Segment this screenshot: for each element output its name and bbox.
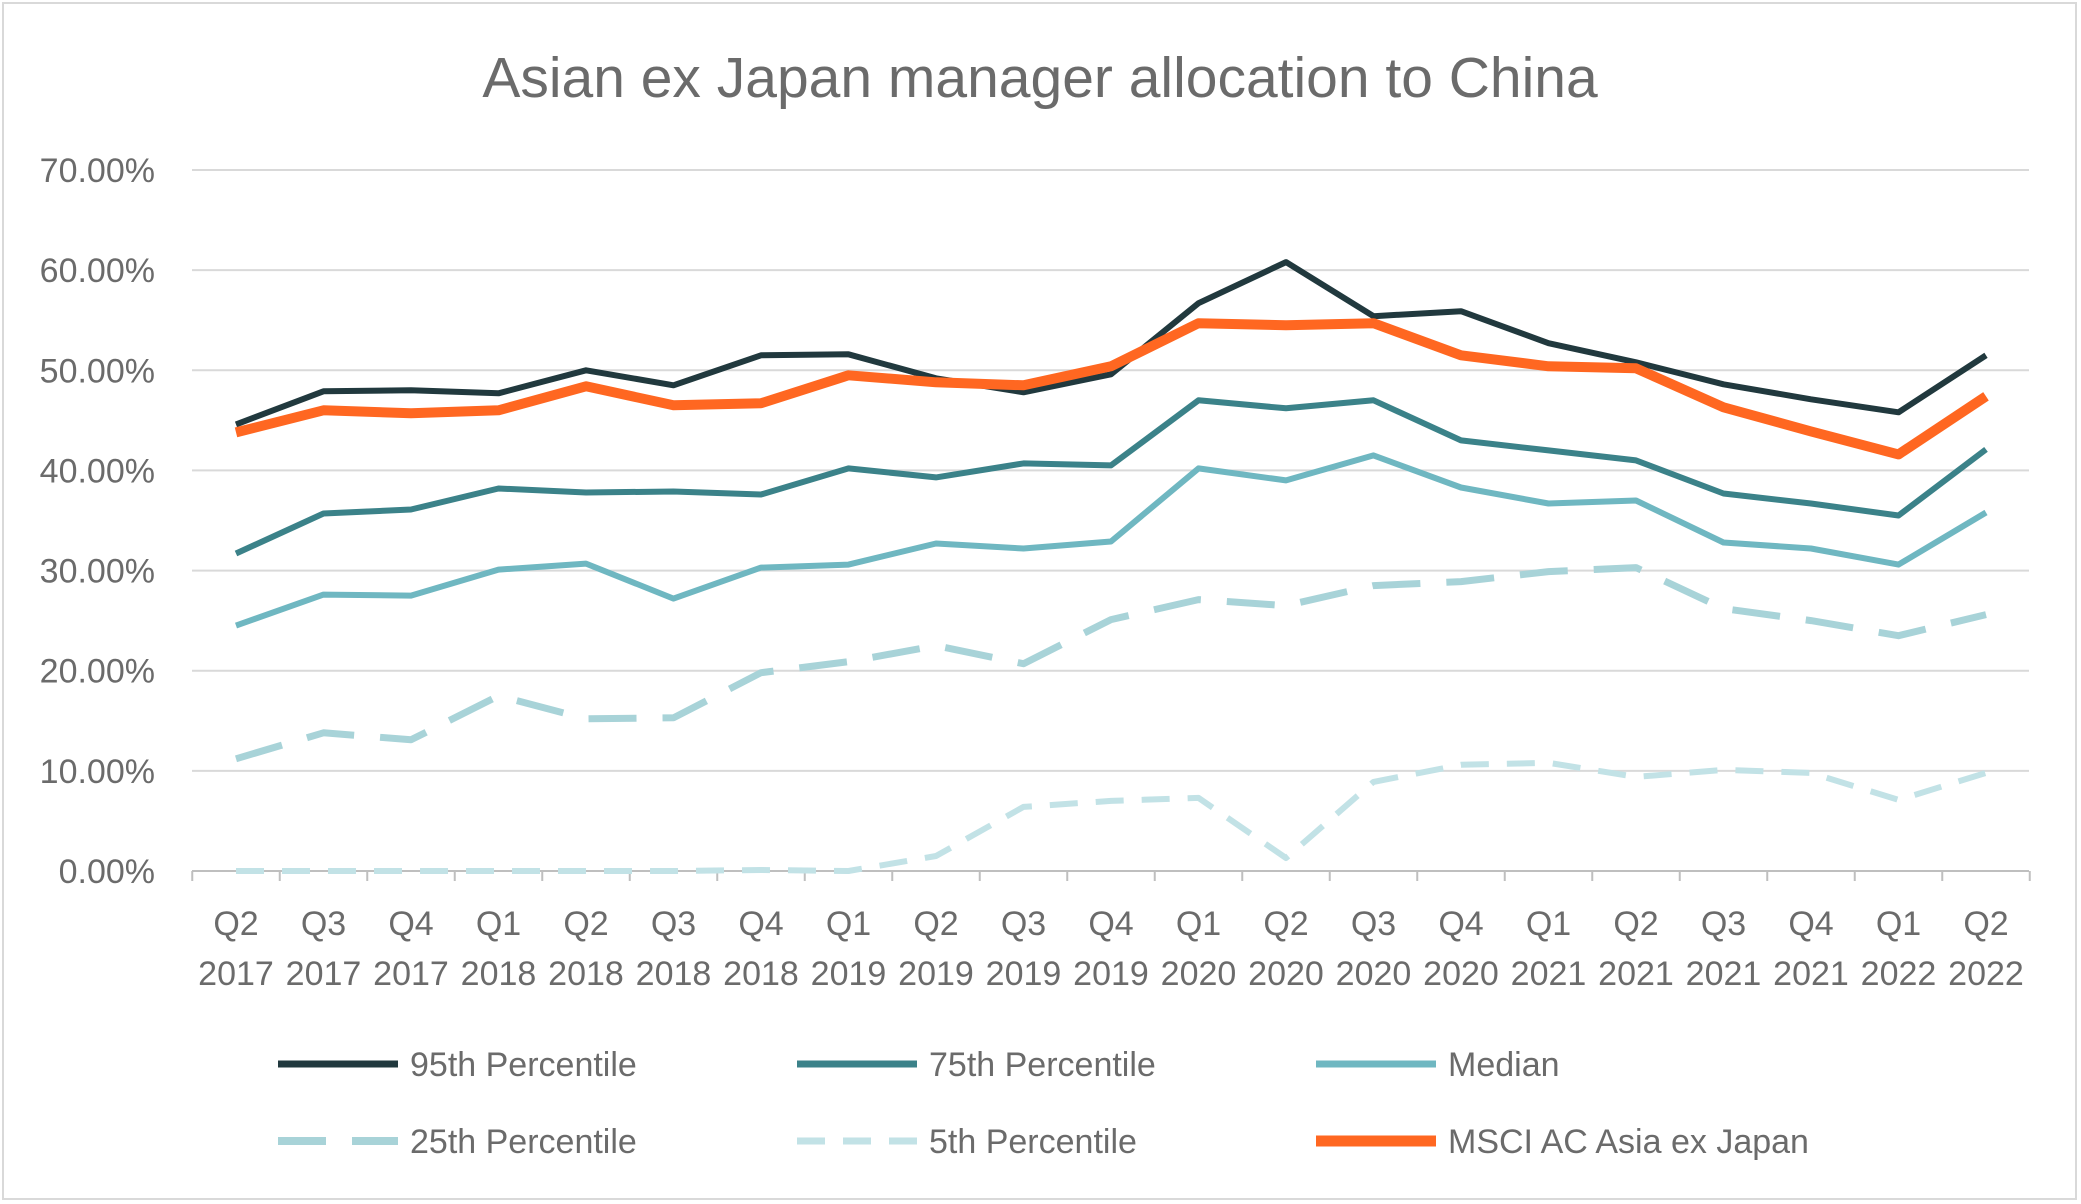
x-tick-label: Q2 2018 — [548, 905, 624, 993]
x-tick-label: Q3 2021 — [1686, 905, 1762, 993]
series-line-median — [234, 452, 1988, 629]
series-line-5th-percentile — [236, 759, 1987, 874]
legend-label: 25th Percentile — [410, 1123, 637, 1161]
x-tick-label: Q4 2021 — [1773, 905, 1849, 993]
x-tick-label: Q2 2021 — [1598, 905, 1674, 993]
x-tick-label: Q1 2022 — [1861, 905, 1937, 993]
y-tick-label: 0.00% — [59, 853, 155, 891]
x-tick-label: Q1 2021 — [1511, 905, 1587, 993]
y-tick-label: 50.00% — [40, 352, 155, 390]
y-tick-label: 30.00% — [40, 553, 155, 591]
gridlines — [192, 169, 2029, 772]
x-tick-label: Q3 2019 — [986, 905, 1062, 993]
x-tick-label: Q1 2020 — [1161, 905, 1237, 993]
x-tick-label: Q3 2018 — [636, 905, 712, 993]
series-line-msci-ac-asia-ex-japan — [234, 318, 1989, 460]
y-tick-label: 10.00% — [40, 753, 155, 791]
legend-item: 75th Percentile — [797, 1046, 1156, 1084]
legend-label: 5th Percentile — [929, 1123, 1137, 1161]
legend-label: 95th Percentile — [410, 1046, 637, 1084]
legend-item: 95th Percentile — [278, 1046, 637, 1084]
legend-item: MSCI AC Asia ex Japan — [1316, 1123, 1809, 1161]
x-tick-label: Q4 2018 — [723, 905, 799, 993]
y-tick-label: 60.00% — [40, 252, 155, 290]
x-tick-label: Q2 2019 — [898, 905, 974, 993]
legend-label: 75th Percentile — [929, 1046, 1156, 1084]
series-line-25th-percentile — [235, 564, 1987, 763]
y-tick-label: 70.00% — [40, 152, 155, 190]
legend-label: MSCI AC Asia ex Japan — [1448, 1123, 1809, 1161]
x-tick-label: Q4 2020 — [1423, 905, 1499, 993]
legend: 95th Percentile 75th Percentile Median 25th… — [278, 1046, 1809, 1161]
series-line-95th-percentile — [234, 259, 1988, 428]
x-tick-label: Q3 2020 — [1336, 905, 1412, 993]
chart-title: Asian ex Japan manager allocation to Chi… — [482, 46, 1598, 110]
y-tick-label: 40.00% — [40, 452, 155, 490]
x-tick-label: Q4 2017 — [373, 905, 449, 993]
y-tick-label: 20.00% — [40, 653, 155, 691]
legend-label: Median — [1448, 1046, 1560, 1084]
x-tick-label: Q4 2019 — [1073, 905, 1149, 993]
x-tick-label: Q2 2020 — [1248, 905, 1324, 993]
legend-item: 5th Percentile — [797, 1123, 1137, 1161]
x-tick-label: Q1 2019 — [811, 905, 887, 993]
legend-item: Median — [1316, 1046, 1560, 1084]
x-tick-label: Q2 2017 — [198, 905, 274, 993]
x-tick-label: Q3 2017 — [286, 905, 362, 993]
y-axis-tick-labels: 0.00% 10.00% 20.00% 30.00% 40.00% 50.00% 60.00… — [40, 152, 155, 891]
x-tick-label: Q2 2022 — [1948, 905, 2024, 993]
legend-item: 25th Percentile — [278, 1123, 637, 1161]
x-tick-label: Q1 2018 — [461, 905, 537, 993]
series-line-75th-percentile — [234, 397, 1988, 557]
series-lines — [234, 259, 1989, 874]
